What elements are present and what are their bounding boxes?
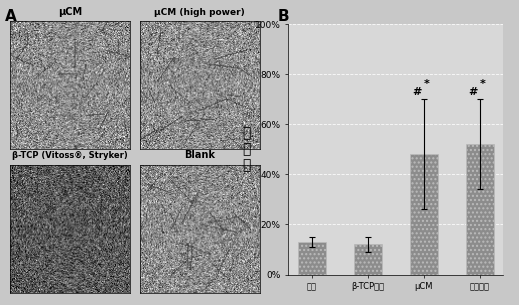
Text: *: *	[480, 79, 485, 89]
Text: #: #	[468, 87, 477, 97]
Text: μCM (high power): μCM (high power)	[155, 8, 245, 17]
Text: A: A	[5, 9, 17, 24]
Text: μCM: μCM	[58, 7, 82, 17]
Bar	[466, 145, 494, 274]
Text: Blank: Blank	[184, 150, 215, 160]
Text: #: #	[412, 87, 421, 97]
Y-axis label: 新
生
骨: 新 生 骨	[242, 126, 250, 173]
Text: *: *	[424, 79, 429, 89]
Bar	[409, 154, 438, 274]
Bar	[354, 245, 382, 274]
Bar	[298, 242, 326, 274]
Text: β-TCP (Vitoss®, Stryker): β-TCP (Vitoss®, Stryker)	[12, 151, 128, 160]
Text: B: B	[278, 9, 289, 24]
